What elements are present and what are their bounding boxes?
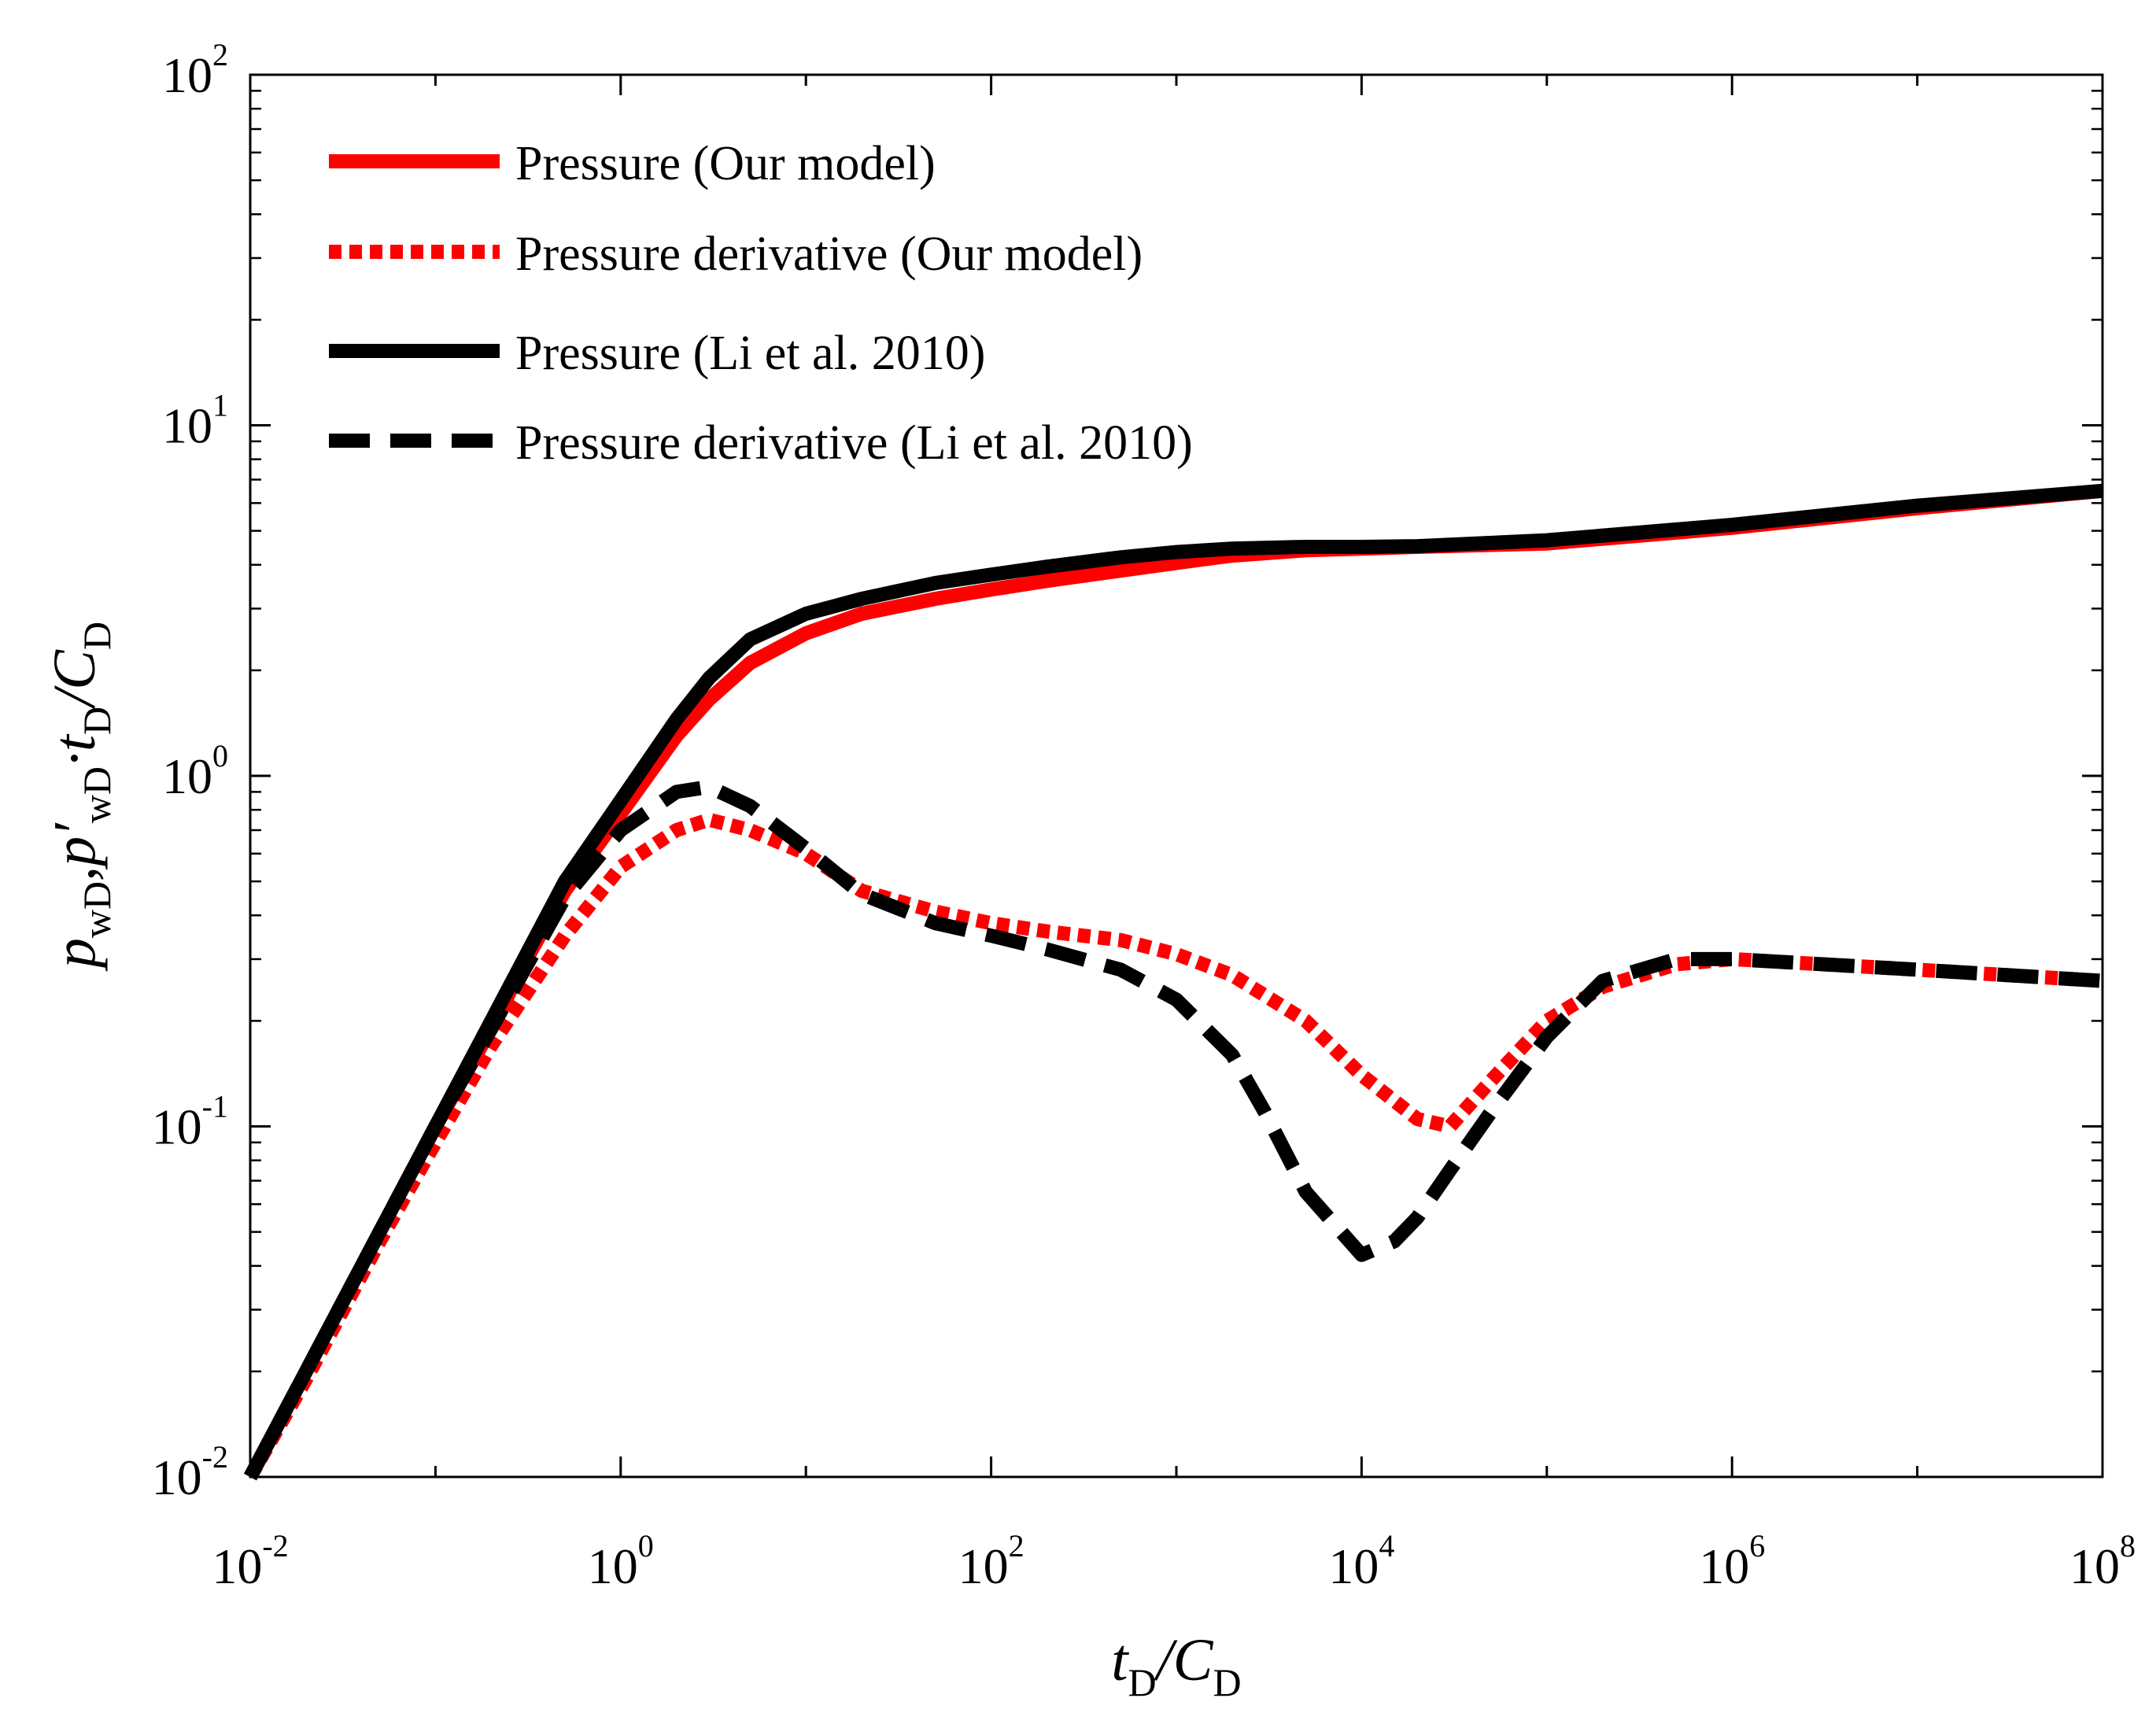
y-tick-label: 10-2 <box>152 1439 228 1505</box>
x-tick-label: 108 <box>2069 1528 2136 1594</box>
y-axis-title: pwD,p′wD·tD/CD <box>42 622 119 972</box>
legend-label-pressure-li: Pressure (Li et al. 2010) <box>515 327 985 380</box>
series-line-3 <box>244 780 2103 1481</box>
x-tick-label: 104 <box>1328 1528 1394 1594</box>
x-tick-label: 100 <box>588 1528 654 1594</box>
y-tick-labels: 10-2 10-1 100 101 102 <box>152 37 228 1505</box>
x-axis-title: tD/CD <box>1111 1627 1241 1704</box>
legend-label-derivative-li: Pressure derivative (Li et al. 2010) <box>515 416 1193 470</box>
plot-frame <box>249 73 2104 1479</box>
series-layer <box>244 483 2103 1481</box>
y-tick-label: 10-1 <box>152 1089 228 1155</box>
x-tick-label: 106 <box>1699 1528 1765 1594</box>
x-tick-labels: 10-2 100 102 104 106 108 <box>212 1528 2136 1594</box>
y-tick-label: 100 <box>162 738 228 804</box>
series-line-1 <box>244 812 2103 1481</box>
x-tick-label: 10-2 <box>212 1528 288 1594</box>
legend-label-pressure-our-model: Pressure (Our model) <box>515 137 936 190</box>
y-tick-label: 102 <box>162 37 228 103</box>
legend: Pressure (Our model) Pressure derivative… <box>329 137 1193 470</box>
legend-label-derivative-our-model: Pressure derivative (Our model) <box>515 227 1143 281</box>
x-tick-label: 102 <box>958 1528 1024 1594</box>
minor-ticks <box>250 75 2102 1477</box>
y-tick-label: 101 <box>162 388 228 454</box>
